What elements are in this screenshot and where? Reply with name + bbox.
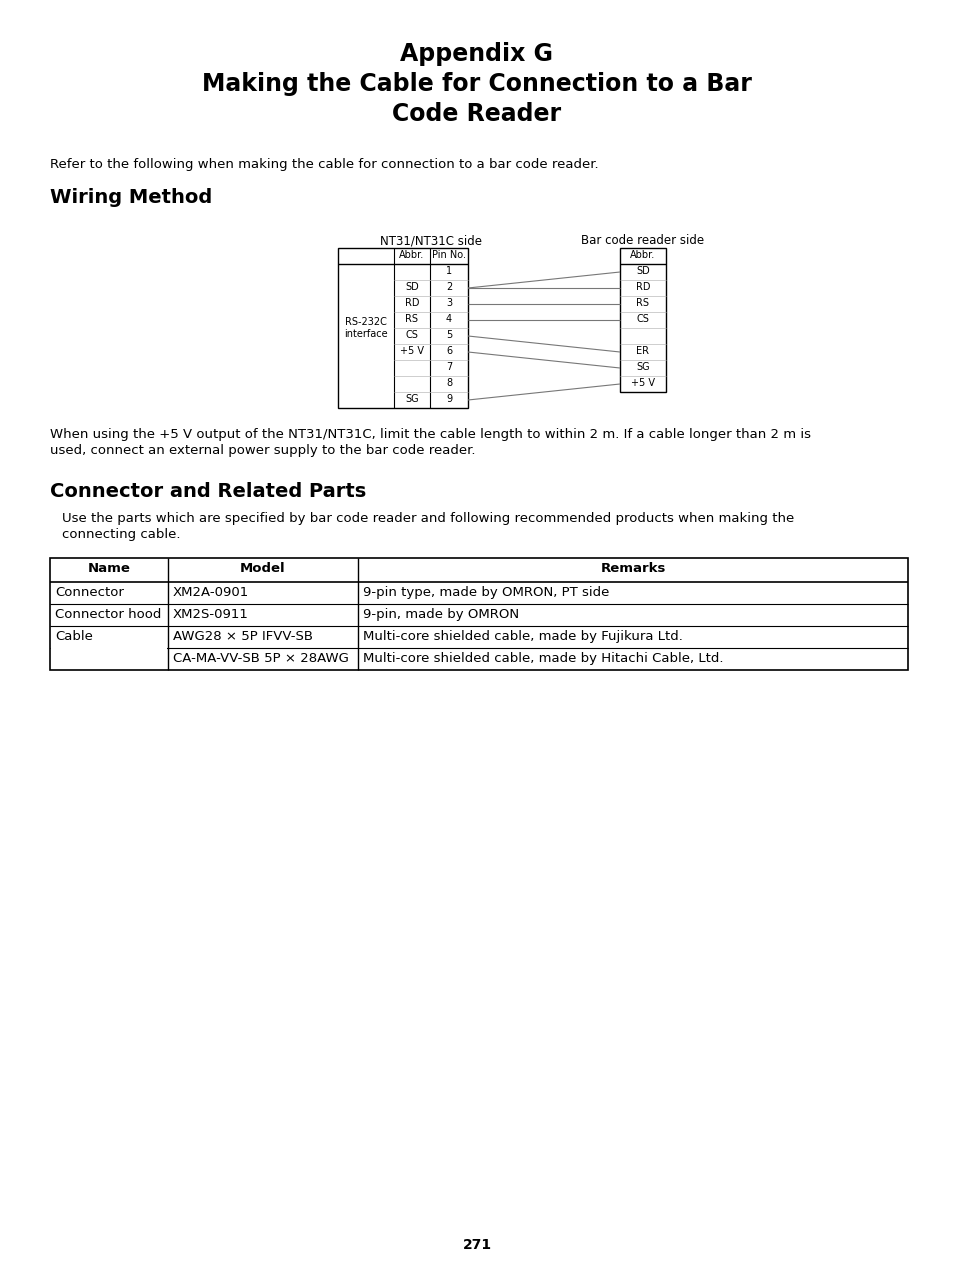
Text: RS-232C
interface: RS-232C interface [344, 317, 388, 340]
Text: 5: 5 [445, 330, 452, 340]
Text: 3: 3 [445, 298, 452, 308]
Text: RD: RD [404, 298, 418, 308]
Text: Connector hood: Connector hood [55, 607, 161, 621]
Text: When using the +5 V output of the NT31/NT31C, limit the cable length to within 2: When using the +5 V output of the NT31/N… [50, 429, 810, 456]
Text: Connector and Related Parts: Connector and Related Parts [50, 482, 366, 501]
Text: +5 V: +5 V [630, 378, 655, 388]
Text: Code Reader: Code Reader [392, 101, 561, 126]
Text: 1: 1 [445, 266, 452, 276]
Text: Abbr.: Abbr. [630, 250, 655, 260]
Bar [50, 558, 907, 670]
Text: ER: ER [636, 346, 649, 356]
Text: 7: 7 [445, 361, 452, 372]
Text: AWG28 × 5P IFVV-SB: AWG28 × 5P IFVV-SB [172, 630, 313, 643]
Text: Appendix G: Appendix G [400, 42, 553, 66]
Text: Making the Cable for Connection to a Bar: Making the Cable for Connection to a Bar [202, 72, 751, 96]
Text: Multi-core shielded cable, made by Hitachi Cable, Ltd.: Multi-core shielded cable, made by Hitac… [363, 652, 722, 664]
Text: 271: 271 [462, 1238, 491, 1252]
Text: XM2A-0901: XM2A-0901 [172, 586, 249, 598]
Text: Use the parts which are specified by bar code reader and following recommended p: Use the parts which are specified by bar… [62, 512, 794, 541]
Text: Pin No.: Pin No. [432, 250, 465, 260]
Text: 9-pin, made by OMRON: 9-pin, made by OMRON [363, 607, 518, 621]
Text: CS: CS [405, 330, 418, 340]
Text: Refer to the following when making the cable for connection to a bar code reader: Refer to the following when making the c… [50, 158, 598, 171]
Text: CS: CS [636, 314, 649, 325]
Text: 8: 8 [445, 378, 452, 388]
Text: CA-MA-VV-SB 5P × 28AWG: CA-MA-VV-SB 5P × 28AWG [172, 652, 349, 664]
Text: Connector: Connector [55, 586, 124, 598]
Text: Cable: Cable [55, 630, 92, 643]
Text: SG: SG [405, 394, 418, 404]
Text: RS: RS [405, 314, 418, 325]
Text: XM2S-0911: XM2S-0911 [172, 607, 249, 621]
Text: RD: RD [635, 281, 650, 292]
Text: SD: SD [405, 281, 418, 292]
Text: Multi-core shielded cable, made by Fujikura Ltd.: Multi-core shielded cable, made by Fujik… [363, 630, 682, 643]
Text: SG: SG [636, 361, 649, 372]
Text: 4: 4 [445, 314, 452, 325]
Text: 6: 6 [445, 346, 452, 356]
Text: Model: Model [240, 562, 286, 574]
Text: RS: RS [636, 298, 649, 308]
Text: Name: Name [88, 562, 131, 574]
Text: Wiring Method: Wiring Method [50, 188, 212, 207]
Bar [337, 249, 468, 408]
Text: 9-pin type, made by OMRON, PT side: 9-pin type, made by OMRON, PT side [363, 586, 609, 598]
Text: Abbr.: Abbr. [399, 250, 424, 260]
Text: 2: 2 [445, 281, 452, 292]
Text: Remarks: Remarks [599, 562, 665, 574]
Text: +5 V: +5 V [399, 346, 423, 356]
Text: NT31/NT31C side: NT31/NT31C side [379, 235, 481, 247]
Text: SD: SD [636, 266, 649, 276]
Text: Bar code reader side: Bar code reader side [580, 235, 704, 247]
Bar [619, 249, 665, 392]
Text: 9: 9 [445, 394, 452, 404]
